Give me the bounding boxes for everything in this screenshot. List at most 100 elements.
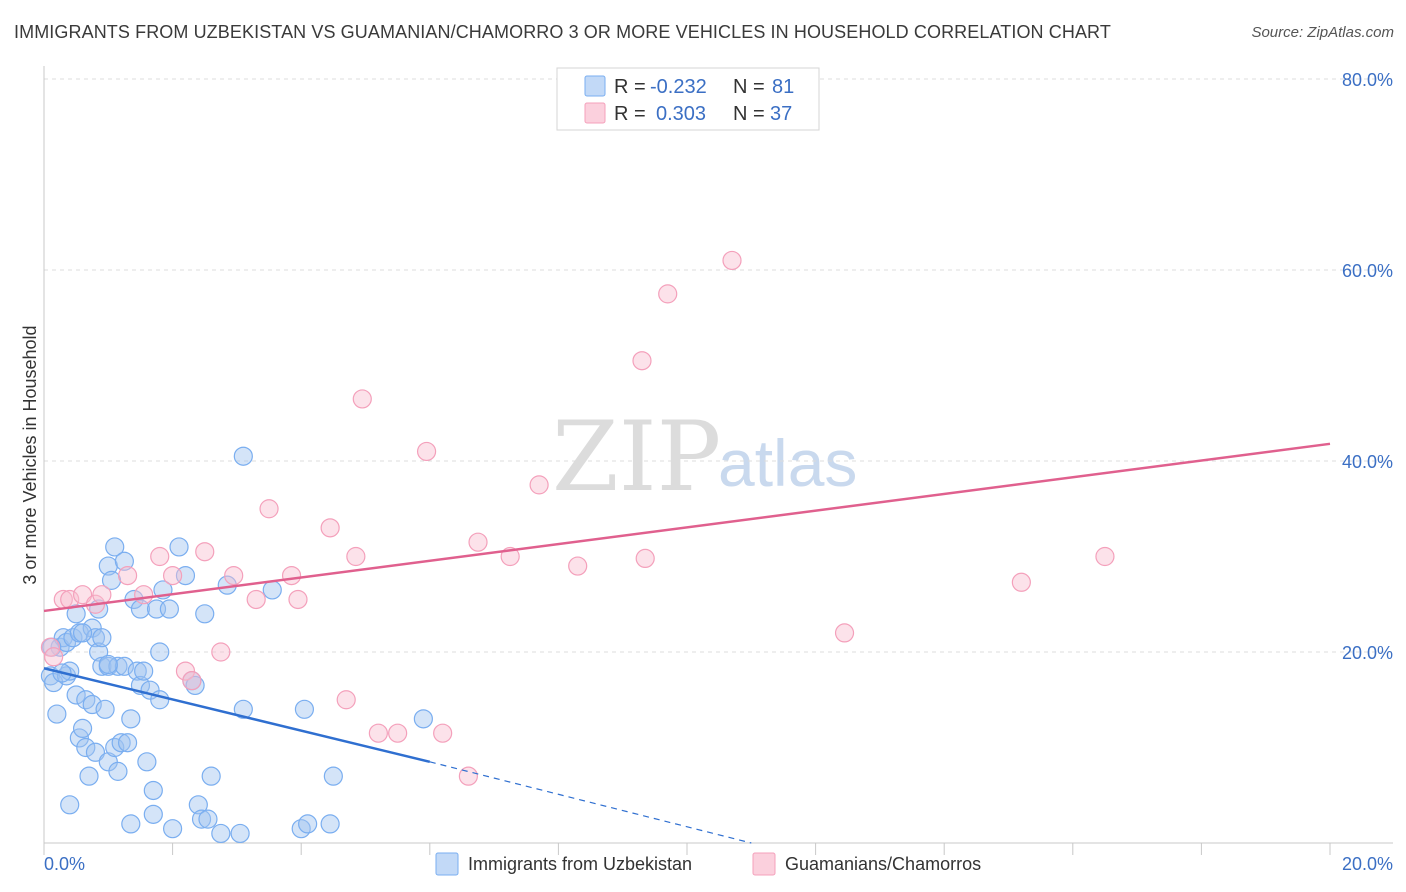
- chart-title: IMMIGRANTS FROM UZBEKISTAN VS GUAMANIAN/…: [14, 22, 1111, 42]
- point-series0-35: [111, 733, 131, 753]
- point-series1-24: [368, 723, 388, 743]
- point-series0-45: [134, 661, 154, 681]
- point-series1-27: [433, 723, 453, 743]
- point-series0-75: [323, 766, 343, 786]
- x-tick-label-min: 0.0%: [44, 854, 85, 874]
- point-series1-36: [722, 250, 742, 271]
- point-series0-24: [92, 628, 112, 648]
- point-series1-16: [246, 589, 266, 610]
- point-series1-37: [834, 623, 855, 643]
- point-series0-69: [233, 699, 253, 719]
- point-series0-42: [127, 661, 147, 681]
- point-series1-18: [281, 565, 302, 586]
- point-series1-11: [175, 661, 196, 681]
- y-tick-labels: 20.0% 40.0% 60.0% 80.0%: [1342, 70, 1393, 663]
- data-points: [40, 250, 1115, 844]
- point-series0-31: [105, 537, 125, 557]
- point-series0-54: [159, 599, 179, 619]
- point-series0-26: [95, 699, 115, 719]
- y-tick-label-2: 60.0%: [1342, 261, 1393, 281]
- series-legend: Immigrants from Uzbekistan Guamanians/Ch…: [435, 852, 981, 876]
- point-series0-39: [121, 709, 141, 729]
- legend-swatch-uzbekistan: [584, 75, 606, 97]
- point-series1-38: [1011, 572, 1031, 592]
- watermark-zip: ZIP: [552, 401, 721, 513]
- point-series0-36: [114, 551, 134, 571]
- point-series0-65: [211, 823, 231, 844]
- point-series1-9: [150, 546, 170, 567]
- correlation-legend: R = -0.232 N = 81 R = 0.303 N = 37: [556, 67, 820, 131]
- point-series0-48: [143, 780, 163, 801]
- point-series1-29: [468, 532, 488, 552]
- point-series1-4: [72, 585, 93, 605]
- point-series0-38: [117, 733, 138, 753]
- point-series1-10: [163, 565, 183, 586]
- point-series1-6: [92, 585, 112, 605]
- legend-swatch-guamanian: [584, 102, 606, 124]
- point-series0-11: [66, 604, 86, 624]
- bottom-legend-swatch-uzbekistan: [435, 852, 459, 876]
- legend-n-label-1: N =: [733, 76, 765, 98]
- point-series1-28: [458, 766, 478, 786]
- point-series0-80: [98, 654, 118, 675]
- point-series0-52: [150, 642, 170, 662]
- trend-line-series1: [43, 442, 1331, 613]
- point-series0-56: [169, 537, 189, 557]
- point-series1-34: [635, 548, 655, 569]
- point-series1-13: [195, 542, 215, 562]
- point-series0-70: [262, 580, 282, 600]
- y-axis-label: 3 or more Vehicles in Household: [20, 325, 40, 584]
- y-tick-label-3: 80.0%: [1342, 70, 1393, 90]
- point-series0-21: [85, 628, 106, 648]
- point-series0-34: [108, 656, 128, 676]
- point-series1-39: [1095, 546, 1115, 567]
- point-series0-20: [85, 742, 106, 762]
- point-series0-49: [143, 804, 163, 824]
- point-series1-25: [388, 723, 408, 743]
- trend-lines: [43, 442, 1331, 844]
- point-series0-40: [121, 814, 141, 834]
- y-tick-label-1: 40.0%: [1342, 452, 1393, 472]
- point-series1-1: [44, 647, 64, 667]
- point-series0-16: [76, 737, 96, 758]
- point-series0-60: [188, 795, 208, 815]
- point-series0-14: [72, 718, 93, 739]
- legend-r-label-1: R =: [614, 76, 646, 98]
- point-series1-19: [288, 589, 308, 610]
- trend-line-series0: [43, 667, 431, 764]
- point-series0-76: [413, 709, 433, 729]
- point-series0-67: [230, 823, 250, 844]
- source-credit: Source: ZipAtlas.com: [1251, 24, 1394, 41]
- point-series1-22: [346, 546, 366, 567]
- point-series1-8: [134, 585, 154, 605]
- point-series0-68: [233, 446, 253, 466]
- point-series1-14: [211, 642, 231, 662]
- point-series0-18: [82, 694, 102, 715]
- trend-extension-series0: [429, 761, 752, 844]
- point-series0-10: [66, 685, 86, 705]
- bottom-legend-swatch-guamanian: [752, 852, 776, 876]
- legend-n-value-1: 81: [772, 76, 794, 98]
- point-series0-33: [108, 761, 128, 781]
- point-series0-44: [130, 599, 151, 619]
- x-tick-label-max: 20.0%: [1342, 854, 1393, 874]
- point-series0-46: [137, 752, 157, 772]
- point-series1-31: [529, 475, 549, 495]
- watermark-atlas: atlas: [718, 426, 857, 500]
- point-series0-2: [47, 704, 67, 724]
- legend-n-value-2: 37: [770, 103, 792, 125]
- point-series1-35: [658, 284, 678, 304]
- point-series1-32: [568, 556, 588, 576]
- point-series1-17: [259, 499, 279, 519]
- axes: [43, 66, 1393, 844]
- y-tick-label-0: 20.0%: [1342, 643, 1393, 663]
- point-series0-74: [320, 814, 340, 834]
- point-series0-17: [79, 766, 99, 786]
- point-series0-63: [198, 809, 218, 829]
- point-series0-62: [195, 604, 215, 624]
- point-series0-9: [60, 795, 80, 815]
- point-series1-26: [416, 441, 437, 462]
- point-series1-20: [320, 518, 340, 538]
- bottom-legend-label-guamanian: Guamanians/Chamorros: [785, 854, 981, 874]
